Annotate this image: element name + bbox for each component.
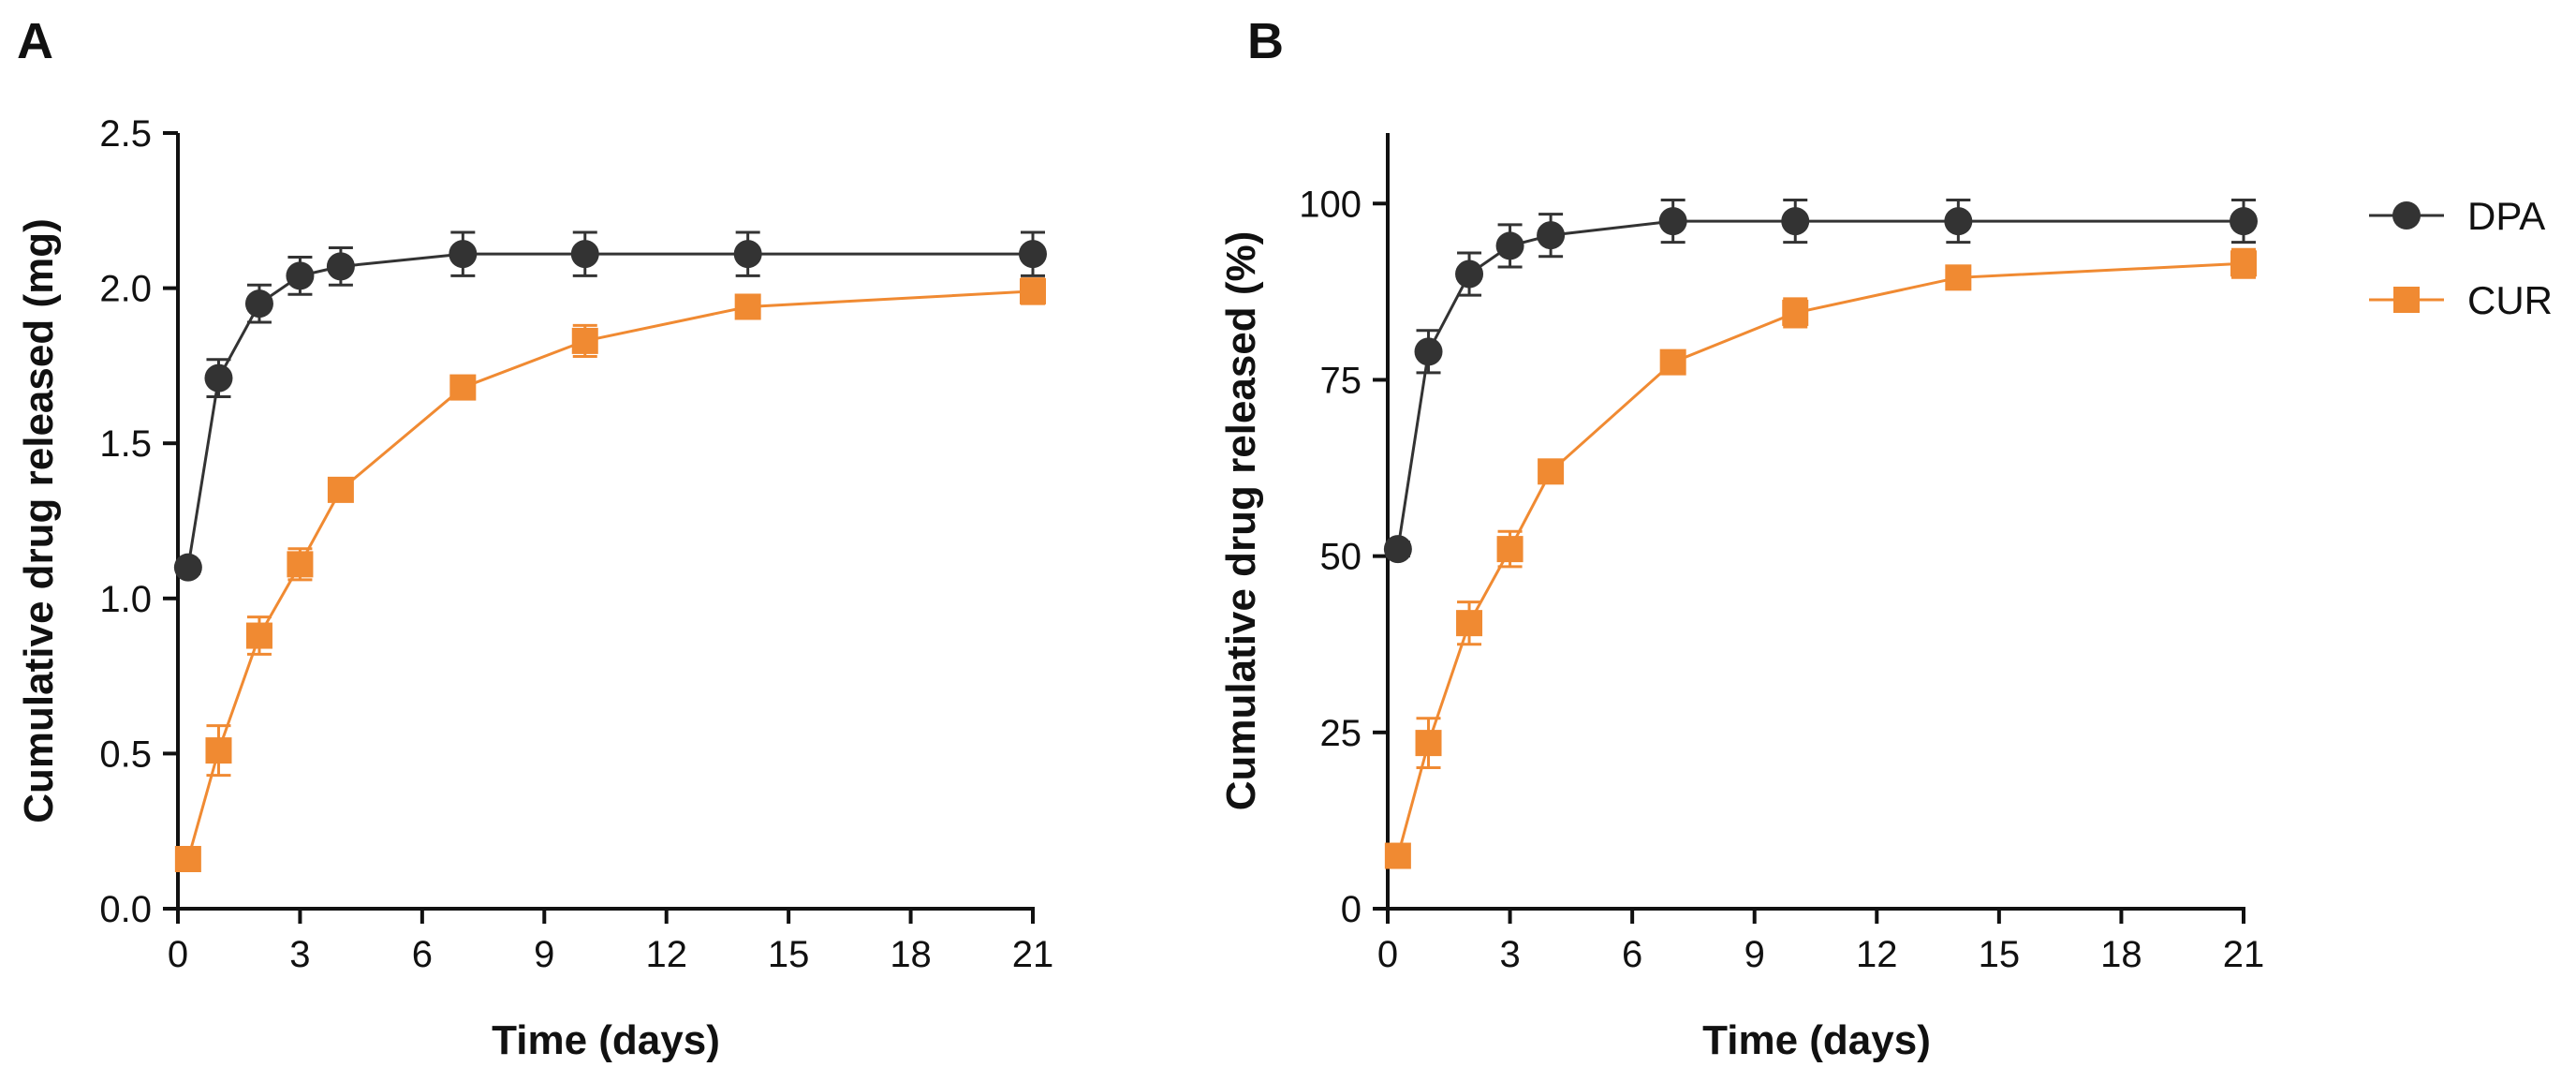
panel-a-cur-point-4 <box>327 476 354 503</box>
panel-b-cur-point-5 <box>1659 348 1686 376</box>
panel-a-dpa-point-6 <box>570 240 599 269</box>
panel-a-y-tick-label-4: 2.0 <box>99 269 152 310</box>
panel-a-y-tick-label-1: 0.5 <box>99 734 152 775</box>
panel-a-cur-point-5 <box>449 374 477 401</box>
panel-a-cur-point-2 <box>245 622 272 649</box>
panel-b-x-tick-label-0: 0 <box>1377 934 1398 975</box>
panel-a-cur-point-3 <box>287 551 314 578</box>
panel-a-dpa-point-0 <box>173 553 202 582</box>
panel-b-data <box>1383 199 2258 869</box>
panel-b-y-tick-label-1: 25 <box>1320 713 1362 754</box>
legend: DPA CUR <box>2369 194 2553 322</box>
panel-b-x-tick-label-2: 6 <box>1622 934 1642 975</box>
panel-a-y-tick-label-0: 0.0 <box>99 889 152 930</box>
panel-b-cur-point-1 <box>1415 730 1442 757</box>
panel-a-dpa-point-1 <box>204 363 233 393</box>
panel-a-x-tick-label-5: 15 <box>768 934 810 975</box>
panel-b-dpa-point-8 <box>2230 207 2258 236</box>
panel-a: A 0 3 6 9 12 15 18 21 0.0 0.5 1.0 1.5 2.0 2.5 Time (d… <box>16 13 1053 1063</box>
panel-b-dpa-point-2 <box>1455 259 1484 289</box>
panel-a-cur-point-6 <box>571 327 598 354</box>
panel-b-dpa-point-7 <box>1944 207 1973 236</box>
legend-cur-label: CUR <box>2467 278 2553 322</box>
panel-b-cur-point-8 <box>2230 250 2257 277</box>
panel-b-x-tick-label-1: 3 <box>1499 934 1520 975</box>
panel-a-cur-point-0 <box>174 846 201 873</box>
panel-b-dpa-point-0 <box>1383 535 1412 564</box>
panel-a-dpa-point-3 <box>286 261 315 290</box>
panel-b-x-axis-title: Time (days) <box>1702 1017 1931 1063</box>
panel-b-y-tick-label-4: 100 <box>1299 184 1362 225</box>
panel-a-x-tick-label-4: 12 <box>645 934 687 975</box>
panel-b-dpa-point-3 <box>1495 231 1524 260</box>
panel-b-cur-point-6 <box>1782 299 1809 326</box>
panel-b: B 0 3 6 9 12 15 18 21 0 25 50 75 100 Time (days) Cum… <box>1218 13 2264 1063</box>
panel-a-x-axis-title: Time (days) <box>492 1017 720 1063</box>
legend-item-cur: CUR <box>2369 278 2553 322</box>
panel-a-dpa-point-8 <box>1019 240 1047 269</box>
panel-a-cur-point-7 <box>734 293 761 320</box>
panel-b-cur-point-0 <box>1384 842 1411 869</box>
panel-b-dpa-point-6 <box>1781 207 1810 236</box>
panel-b-dpa-point-4 <box>1537 221 1566 250</box>
panel-a-y-tick-label-3: 1.5 <box>99 423 152 465</box>
panel-b-dpa-point-5 <box>1658 207 1687 236</box>
legend-dpa-marker <box>2392 201 2421 230</box>
panel-b-cur-point-7 <box>1945 264 1972 291</box>
panel-b-x-tick-label-4: 12 <box>1856 934 1898 975</box>
panel-a-x-tick-label-7: 21 <box>1012 934 1054 975</box>
panel-a-cur-line <box>186 289 1034 860</box>
panel-a-dpa-point-5 <box>449 240 478 269</box>
panel-b-cur-point-3 <box>1496 536 1524 563</box>
panel-a-x-tick-label-0: 0 <box>168 934 188 975</box>
panel-a-dpa-point-2 <box>244 289 273 319</box>
panel-a-ticks: 0 3 6 9 12 15 18 21 0.0 0.5 1.0 1.5 2.0 2.5 <box>99 113 1053 975</box>
panel-a-dpa-line <box>186 252 1033 568</box>
panel-a-y-tick-label-2: 1.0 <box>99 579 152 620</box>
panel-b-cur-line <box>1396 261 2245 856</box>
panel-a-data <box>173 230 1047 873</box>
panel-b-ticks: 0 3 6 9 12 15 18 21 0 25 50 75 100 <box>1299 184 2264 975</box>
panel-b-x-tick-label-6: 18 <box>2100 934 2142 975</box>
legend-item-dpa: DPA <box>2369 194 2545 238</box>
panel-a-x-tick-label-3: 9 <box>534 934 554 975</box>
panel-b-y-tick-label-2: 50 <box>1320 537 1362 578</box>
panel-b-y-axis-title: Cumulative drug released (%) <box>1218 231 1264 811</box>
panel-b-dpa-point-1 <box>1414 337 1443 366</box>
panel-b-y-tick-label-0: 0 <box>1341 889 1362 930</box>
legend-dpa-label: DPA <box>2467 194 2545 238</box>
panel-b-x-tick-label-7: 21 <box>2223 934 2265 975</box>
panel-a-dpa-point-7 <box>733 240 762 269</box>
panel-a-letter: A <box>17 13 53 69</box>
panel-a-dpa-point-4 <box>326 252 355 281</box>
panel-b-cur-point-4 <box>1538 458 1565 485</box>
panel-b-x-tick-label-5: 15 <box>1979 934 2021 975</box>
legend-cur-marker <box>2393 287 2420 313</box>
panel-b-cur-point-2 <box>1456 610 1483 637</box>
panel-a-cur-point-1 <box>205 737 232 764</box>
panel-a-cur-point-8 <box>1020 277 1046 304</box>
panel-a-x-tick-label-1: 3 <box>289 934 310 975</box>
panel-b-letter: B <box>1247 13 1284 69</box>
panel-a-y-axis-title: Cumulative drug released (mg) <box>16 218 62 823</box>
panel-a-y-tick-label-5: 2.5 <box>99 113 152 155</box>
panel-a-x-tick-label-6: 18 <box>890 934 932 975</box>
panel-b-y-tick-label-3: 75 <box>1320 360 1362 401</box>
panel-a-x-tick-label-2: 6 <box>412 934 433 975</box>
panel-b-x-tick-label-3: 9 <box>1744 934 1765 975</box>
